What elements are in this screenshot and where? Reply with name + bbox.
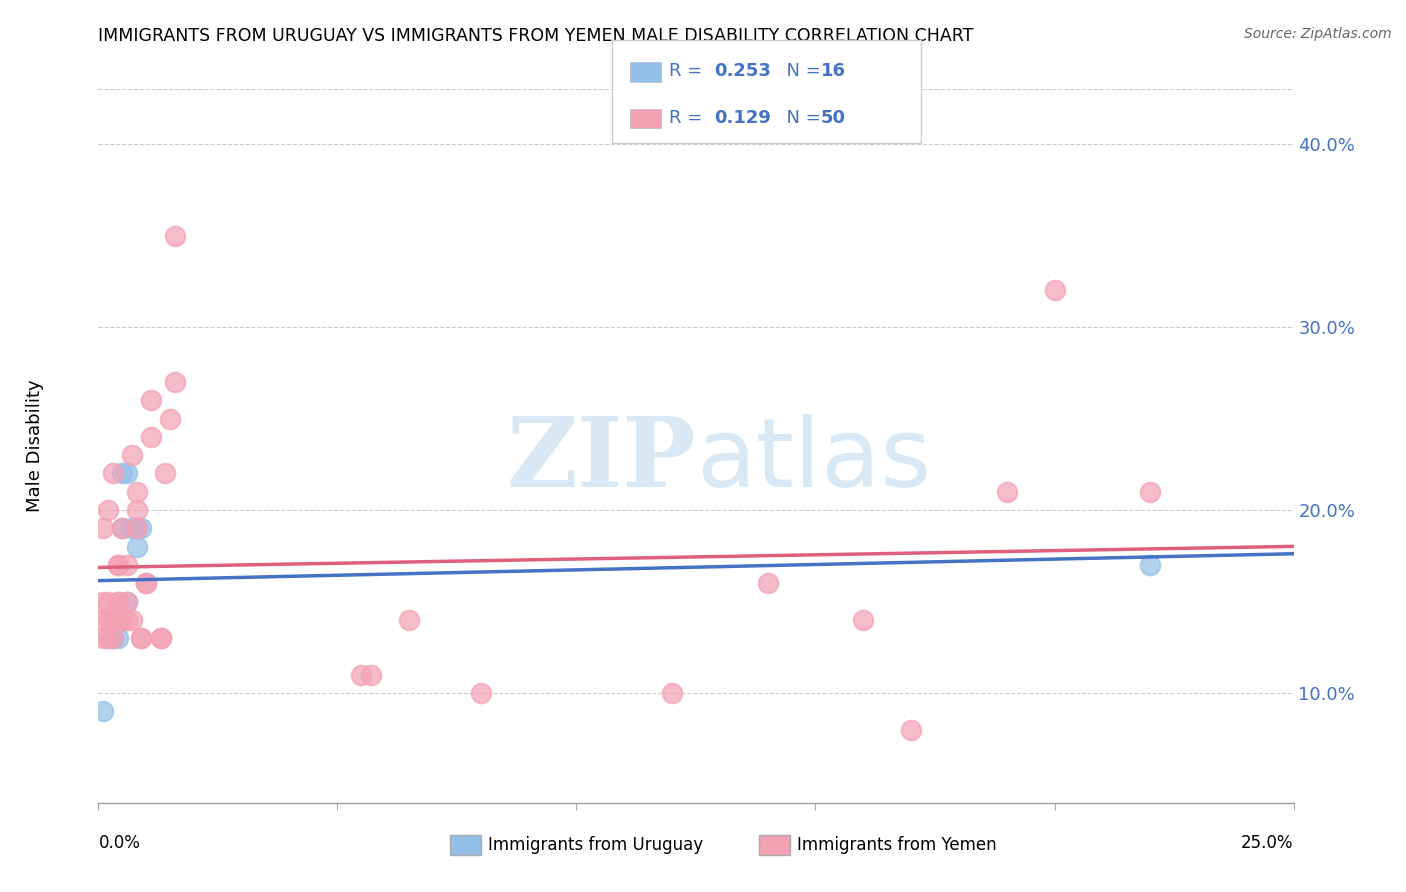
Point xyxy=(115,467,138,481)
Text: IMMIGRANTS FROM URUGUAY VS IMMIGRANTS FROM YEMEN MALE DISABILITY CORRELATION CHA: IMMIGRANTS FROM URUGUAY VS IMMIGRANTS FR… xyxy=(98,27,974,45)
Point xyxy=(398,613,420,627)
Point xyxy=(125,484,148,499)
Point xyxy=(111,613,134,627)
Point xyxy=(91,631,114,645)
Point xyxy=(115,558,138,572)
Point xyxy=(135,576,157,591)
Text: Source: ZipAtlas.com: Source: ZipAtlas.com xyxy=(1244,27,1392,41)
Point xyxy=(756,576,779,591)
Point xyxy=(111,521,134,535)
Point xyxy=(97,503,120,517)
Text: 0.0%: 0.0% xyxy=(98,834,141,852)
Point xyxy=(91,521,114,535)
Point xyxy=(131,631,153,645)
Point xyxy=(107,613,129,627)
Point xyxy=(101,631,124,645)
Text: N =: N = xyxy=(775,109,827,127)
Point xyxy=(111,467,134,481)
Point xyxy=(107,594,129,608)
Point xyxy=(97,631,120,645)
Point xyxy=(121,521,143,535)
Point xyxy=(107,594,129,608)
Text: Immigrants from Uruguay: Immigrants from Uruguay xyxy=(488,836,703,854)
Text: 0.129: 0.129 xyxy=(714,109,770,127)
Point xyxy=(149,631,172,645)
Point xyxy=(125,521,148,535)
Point xyxy=(101,613,124,627)
Point xyxy=(470,686,492,700)
Point xyxy=(97,594,120,608)
Point xyxy=(661,686,683,700)
Point xyxy=(163,375,186,389)
Point xyxy=(360,667,382,681)
Text: N =: N = xyxy=(775,62,827,79)
Point xyxy=(852,613,875,627)
Point xyxy=(107,558,129,572)
Point xyxy=(1139,558,1161,572)
Point xyxy=(125,540,148,554)
Point xyxy=(1043,284,1066,298)
Point xyxy=(91,613,114,627)
Point xyxy=(111,613,134,627)
Point xyxy=(131,521,153,535)
Point xyxy=(155,467,177,481)
Point xyxy=(121,613,143,627)
Point xyxy=(900,723,922,737)
Text: ZIP: ZIP xyxy=(506,413,696,508)
Point xyxy=(115,594,138,608)
Point xyxy=(101,613,124,627)
Point xyxy=(149,631,172,645)
Text: 0.253: 0.253 xyxy=(714,62,770,79)
Text: R =: R = xyxy=(669,109,709,127)
Text: atlas: atlas xyxy=(696,414,931,507)
Point xyxy=(350,667,373,681)
Point xyxy=(97,613,120,627)
Point xyxy=(115,613,138,627)
Point xyxy=(1139,484,1161,499)
Point xyxy=(107,558,129,572)
Point xyxy=(125,521,148,535)
Point xyxy=(107,631,129,645)
Text: Male Disability: Male Disability xyxy=(27,380,44,512)
Point xyxy=(139,430,162,444)
Point xyxy=(111,521,134,535)
Point xyxy=(101,613,124,627)
Point xyxy=(163,228,186,243)
Point xyxy=(125,503,148,517)
Text: R =: R = xyxy=(669,62,709,79)
Text: 25.0%: 25.0% xyxy=(1241,834,1294,852)
Point xyxy=(135,576,157,591)
Text: 50: 50 xyxy=(821,109,846,127)
Point xyxy=(101,631,124,645)
Text: Immigrants from Yemen: Immigrants from Yemen xyxy=(797,836,997,854)
Point xyxy=(101,467,124,481)
Point xyxy=(97,631,120,645)
Text: 16: 16 xyxy=(821,62,846,79)
Point xyxy=(159,411,181,425)
Point xyxy=(91,704,114,718)
Point xyxy=(121,448,143,462)
Point xyxy=(101,613,124,627)
Point xyxy=(995,484,1018,499)
Point xyxy=(139,393,162,408)
Point xyxy=(131,631,153,645)
Point xyxy=(115,594,138,608)
Point xyxy=(91,594,114,608)
